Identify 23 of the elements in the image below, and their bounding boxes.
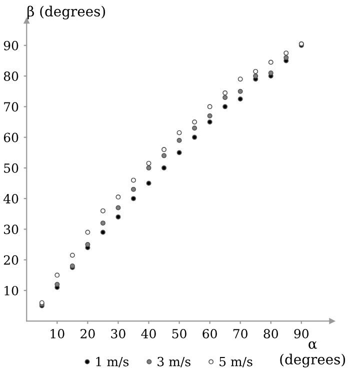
y-tick-label: 70 [4,102,18,112]
x-tick-label: 90 [294,328,309,338]
x-tick-label: 70 [233,328,248,338]
y-tick-label: 20 [4,255,18,265]
legend-label: 3 m/s [158,356,190,368]
y-tick-label: 90 [4,40,18,50]
x-tick-label: 80 [264,328,278,338]
y-tick-label: 60 [4,132,18,142]
y-tick-label: 10 [4,286,18,296]
x-tick-label: 60 [202,328,217,338]
legend-label: 5 m/s [220,357,252,368]
x-tick-label: 20 [80,328,95,338]
y-tick-label: 50 [4,163,18,173]
y-tick-label: 80 [4,72,18,81]
x-tick-label: 30 [111,328,126,338]
y-tick-label: 40 [3,194,18,204]
x-tick-label: 40 [141,328,156,338]
y-axis-title: β (degrees) [28,6,106,20]
x-tick-label: 50 [172,328,186,338]
x-tick-label: 10 [50,328,64,338]
x-axis-title: α (degrees) [280,341,346,368]
legend-label: 1 m/s [96,356,129,368]
y-tick-label: 30 [4,224,18,234]
